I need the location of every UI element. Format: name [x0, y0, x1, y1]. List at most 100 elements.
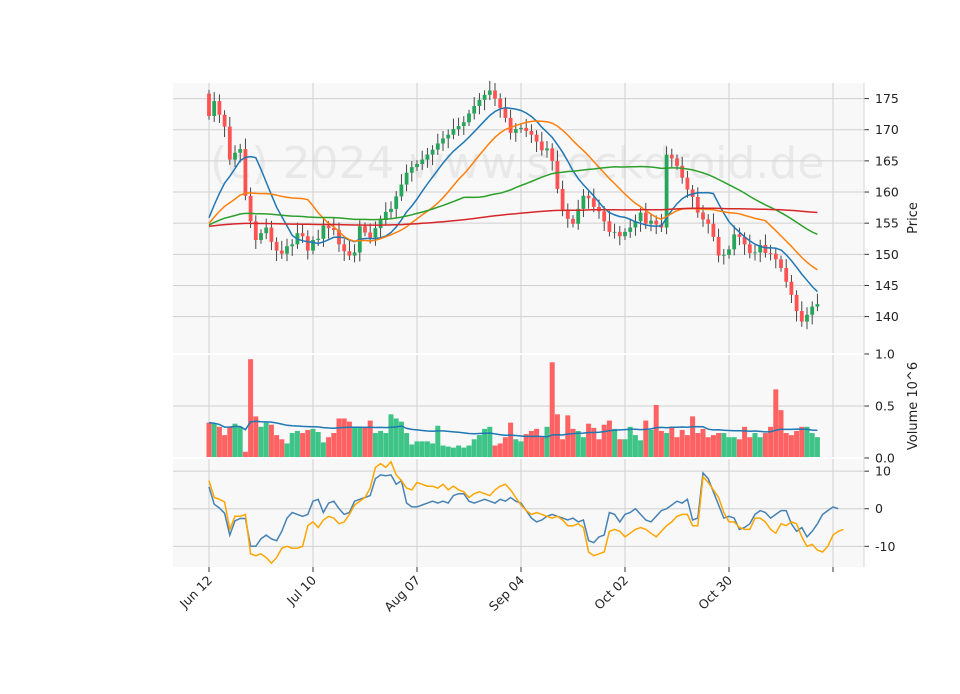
volume-bar	[627, 426, 633, 458]
candle-body	[716, 236, 721, 256]
candle-body	[451, 129, 456, 135]
candle-body	[264, 227, 269, 234]
volume-bar	[440, 445, 446, 458]
volume-bar	[414, 441, 420, 458]
volume-bar	[336, 418, 342, 458]
candle-body	[311, 239, 315, 251]
volume-bar	[471, 439, 477, 458]
volume-bar	[804, 426, 810, 458]
oscillator-panel-background	[173, 458, 864, 567]
volume-bar	[331, 433, 337, 458]
candle-body	[524, 127, 529, 131]
candle-body	[316, 238, 321, 240]
candle-body	[727, 249, 731, 255]
candle-body	[415, 163, 419, 168]
oscillator-tick-label: -10	[875, 539, 895, 554]
volume-bar	[695, 433, 701, 458]
candle-body	[685, 177, 690, 190]
volume-bar	[508, 422, 514, 458]
volume-bar	[653, 404, 659, 458]
volume-bar	[809, 433, 815, 458]
moving-average-line	[208, 165, 818, 235]
volume-bar	[216, 426, 222, 458]
volume-bar	[487, 426, 493, 458]
candle-body	[550, 148, 555, 161]
volume-bar	[206, 422, 212, 458]
volume-bar	[274, 435, 280, 458]
candle-body	[680, 165, 685, 178]
candle-body	[456, 125, 461, 130]
candle-body	[274, 241, 279, 251]
volume-bar	[606, 420, 612, 458]
candle-body	[285, 246, 289, 254]
volume-bar	[388, 414, 394, 458]
volume-bar	[622, 439, 628, 458]
volume-bar	[383, 433, 389, 458]
x-tick-label: Aug 07	[381, 573, 423, 615]
candle-body	[789, 281, 794, 295]
volume-bar	[461, 447, 467, 458]
candle-body	[675, 158, 679, 166]
candle-body	[253, 221, 258, 240]
volume-bar	[341, 418, 347, 458]
x-tick-label: Jul 10	[283, 572, 319, 608]
candle-body	[352, 252, 357, 256]
volume-bar	[539, 437, 545, 458]
volume-bar	[768, 426, 774, 458]
volume-bar	[518, 441, 524, 458]
volume-bar	[742, 426, 748, 458]
candle-body	[758, 244, 763, 253]
candle-body	[222, 114, 227, 127]
volume-bar	[814, 437, 820, 458]
candle-body	[654, 220, 659, 225]
price-tick-label: 145	[875, 278, 899, 293]
candle-body	[378, 220, 383, 229]
candle-body	[664, 154, 669, 228]
volume-bar	[575, 430, 581, 458]
volume-bar	[736, 439, 742, 458]
candle-body	[493, 90, 497, 99]
x-tick-label: Oct 02	[591, 573, 631, 613]
volume-bar	[664, 433, 670, 458]
volume-bar	[279, 439, 285, 458]
candle-body	[519, 127, 523, 130]
volume-bar	[560, 439, 566, 458]
candle-body	[347, 251, 352, 256]
candle-body	[768, 253, 773, 254]
price-axis-label: Price	[906, 202, 921, 234]
candle-body	[227, 126, 232, 160]
price-tick-label: 175	[875, 91, 899, 106]
volume-bar	[450, 447, 456, 458]
volume-bar	[445, 446, 451, 458]
candle-body	[321, 225, 326, 239]
candle-body	[560, 188, 565, 210]
candle-body	[623, 231, 627, 237]
moving-average-line	[208, 207, 818, 228]
candle-body	[248, 195, 253, 222]
volume-bar	[362, 426, 368, 458]
candle-body	[482, 94, 487, 100]
volume-bar	[310, 428, 316, 458]
volume-bar	[372, 433, 378, 458]
moving-averages	[208, 106, 818, 293]
volume-bar	[398, 421, 404, 458]
candle-body	[331, 228, 336, 231]
volume-bar	[794, 430, 800, 458]
candle-body	[555, 160, 560, 189]
candle-body	[815, 304, 820, 307]
volume-bar	[601, 424, 607, 458]
x-tick-label: Oct 30	[695, 572, 735, 612]
volume-bar	[248, 359, 254, 458]
volume-bar	[586, 423, 592, 458]
volume-bar	[357, 426, 363, 458]
x-tick-label: Sep 04	[486, 572, 527, 613]
volume-average-line	[208, 420, 818, 438]
candle-body	[435, 143, 440, 150]
price-tick-label: 160	[875, 185, 899, 200]
candle-body	[794, 294, 799, 312]
volume-bar	[352, 426, 358, 458]
volume-bar	[227, 426, 233, 458]
volume-bar	[409, 444, 415, 458]
